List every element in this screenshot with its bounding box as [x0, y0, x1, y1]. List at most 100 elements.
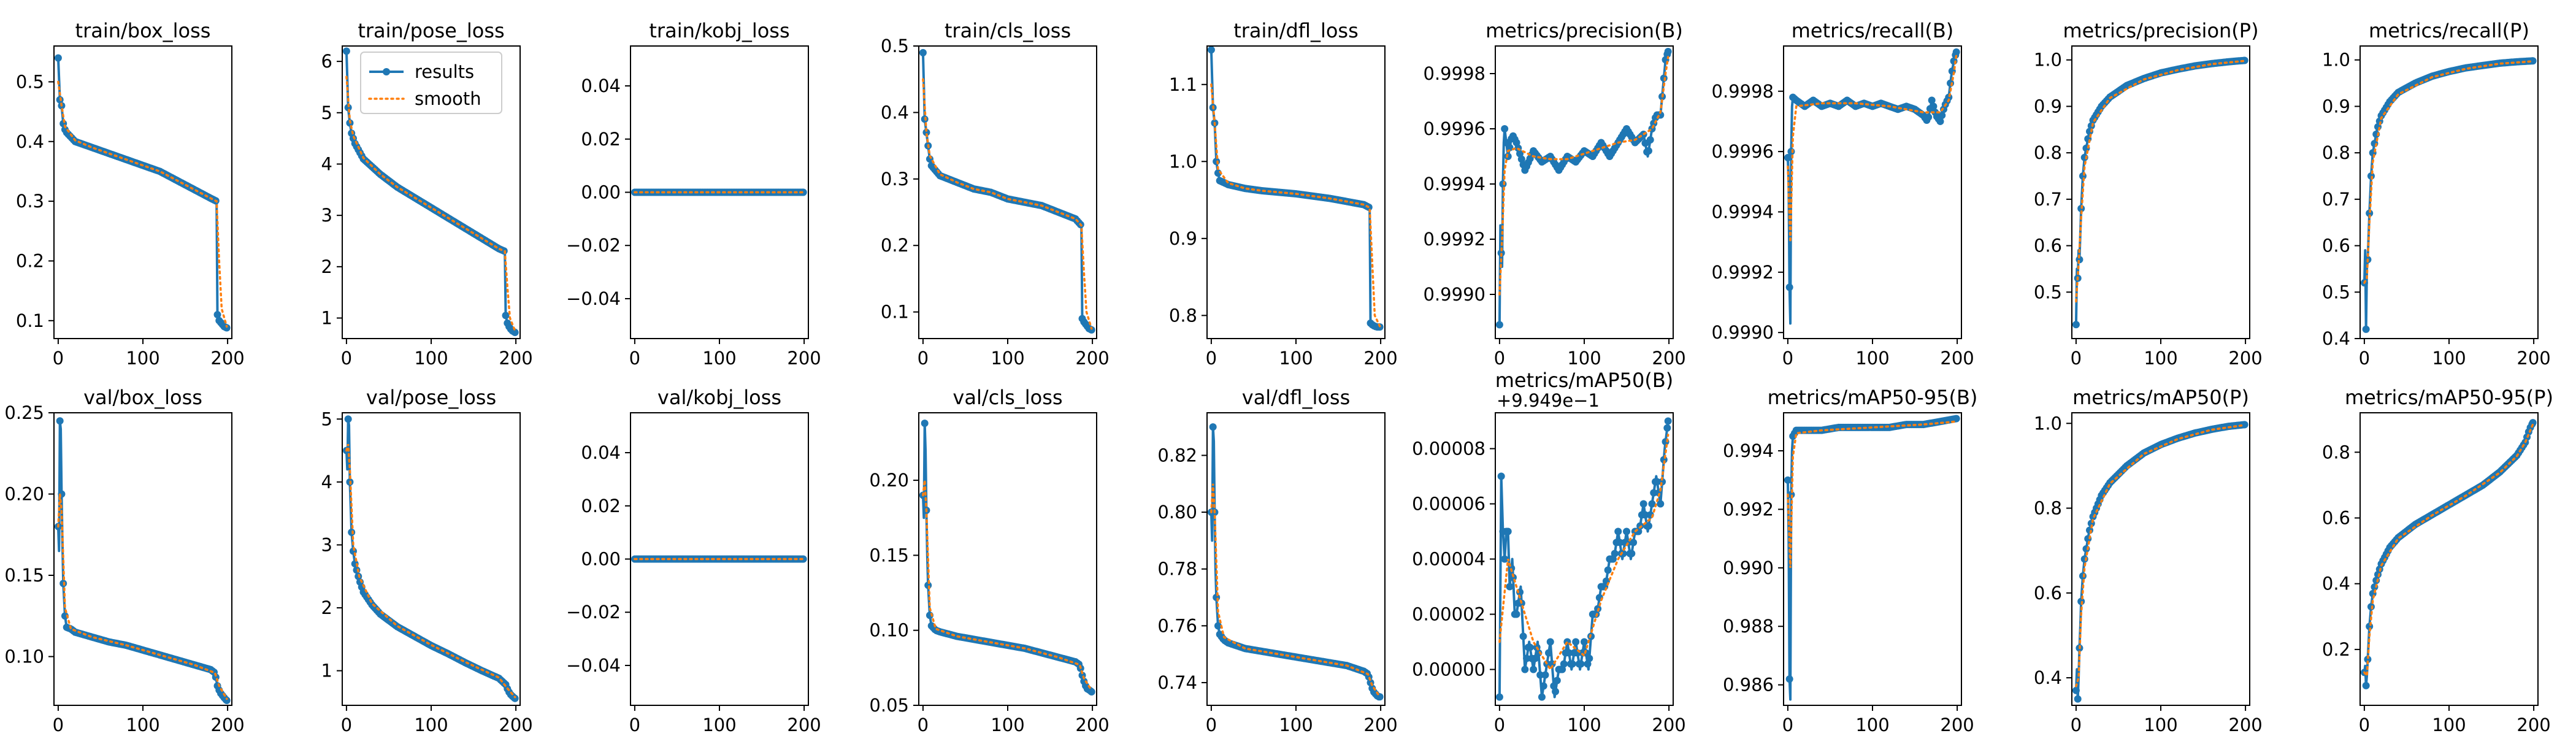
smooth-series-line [2075, 424, 2246, 688]
y-tick-label: 0.9 [1169, 228, 1197, 249]
x-tick-label: 200 [1363, 715, 1397, 735]
plot-area [342, 415, 519, 702]
smooth-series-line [1787, 54, 1958, 242]
legend-box [360, 52, 502, 114]
results-point [1572, 638, 1580, 646]
y-tick-label: 0.8 [2034, 498, 2062, 519]
x-tick-label: 100 [126, 715, 159, 735]
results-point [1660, 74, 1668, 82]
legend: results smooth [360, 52, 502, 114]
results-point [1545, 649, 1552, 657]
results-point [56, 417, 64, 425]
results-point [1928, 96, 1936, 104]
smooth-series-line [2363, 60, 2534, 284]
results-point [1538, 693, 1546, 701]
x-tick-label: 0 [1782, 715, 1793, 735]
axes-frame [342, 412, 521, 706]
y-tick-label: 0.994 [1723, 440, 1774, 461]
results-point [1519, 632, 1527, 640]
x-tick-label: 100 [414, 348, 448, 369]
x-tick-label: 200 [2517, 348, 2550, 369]
y-tick-label: 0.10 [869, 620, 909, 641]
results-point [1539, 682, 1547, 690]
results-point [1930, 102, 1938, 110]
x-tick-label: 100 [1855, 715, 1889, 735]
plot-area [919, 48, 1095, 334]
results-point [1925, 113, 1933, 121]
x-tick-label: 200 [499, 348, 532, 369]
y-tick-label: 1 [321, 308, 332, 329]
x-tick-label: 200 [1940, 348, 1974, 369]
y-tick-label: 0.20 [4, 484, 44, 505]
y-tick-label: 1.0 [2034, 50, 2062, 71]
y-tick-label: 0.7 [2034, 189, 2062, 210]
results-point [1552, 688, 1560, 696]
plot-area [1784, 48, 1960, 325]
results-point [1526, 643, 1534, 651]
results-point [1653, 478, 1661, 486]
panel-title: metrics/mAP50-95(P) [2345, 386, 2553, 409]
results-point [1787, 148, 1795, 156]
y-tick-label: 0.7 [2322, 189, 2350, 210]
y-tick-label: 1 [321, 661, 332, 681]
y-tick-label: 0.6 [2322, 508, 2350, 529]
results-point [1623, 527, 1631, 535]
y-tick-label: 0.3 [16, 191, 44, 212]
results-point [511, 328, 519, 336]
panel-metrics-map50-95-b: metrics/mAP50-95(B) 0 100 200 0.986 0.988 0.99… [1723, 386, 1977, 735]
x-tick-label: 100 [1567, 715, 1601, 735]
y-tick-label: 0.00004 [1412, 549, 1485, 570]
x-tick-label: 0 [1206, 348, 1217, 369]
smooth-series-line [57, 80, 228, 328]
plot-area [2360, 419, 2537, 689]
y-tick-label: 0.8 [1169, 305, 1197, 326]
panel-metrics-recall-b: metrics/recall(B) 0 100 200 0.9990 0.9992 0.99… [1712, 19, 1974, 369]
y-tick-label: 0.6 [2322, 236, 2350, 256]
axes-frame [1783, 45, 1962, 339]
plot-area [1784, 415, 1960, 701]
results-point [1558, 665, 1566, 673]
results-point [1541, 671, 1549, 679]
results-point [922, 128, 930, 136]
panel-title: train/cls_loss [945, 19, 1071, 42]
y-tick-label: 0.02 [581, 129, 621, 150]
y-tick-label: 0.9998 [1712, 81, 1774, 102]
y-tick-label: 0.5 [16, 71, 44, 92]
smooth-series-line [1210, 483, 1381, 698]
y-tick-label: −0.04 [566, 655, 621, 676]
y-tick-label: 0.4 [2322, 573, 2350, 594]
axes-frame [1783, 412, 1962, 706]
results-point [1784, 476, 1792, 484]
y-tick-label: 0.8 [2034, 142, 2062, 163]
x-tick-label: 0 [341, 715, 352, 735]
results-point [1657, 500, 1665, 508]
x-tick-label: 100 [1279, 715, 1313, 735]
smooth-series-line [1498, 434, 1669, 672]
y-tick-label: 3 [321, 205, 332, 226]
results-point [2076, 256, 2083, 264]
results-point [1581, 638, 1588, 646]
axes-frame [918, 45, 1097, 339]
results-point [2362, 325, 2370, 333]
y-tick-label: 1.0 [2034, 413, 2062, 434]
x-tick-label: 0 [2359, 715, 2370, 735]
x-tick-label: 100 [702, 348, 736, 369]
axes-frame [2359, 412, 2539, 706]
panel-val-pose-loss: val/pose_loss 0 100 200 1 2 3 4 5 [321, 386, 533, 735]
y-tick-label: 0.00 [581, 182, 621, 203]
smooth-series-line [345, 75, 516, 332]
x-tick-label: 200 [2228, 715, 2262, 735]
results-point [1523, 654, 1531, 662]
results-point [1530, 665, 1538, 673]
results-point [1639, 500, 1647, 508]
y-tick-label: 0.4 [2034, 667, 2062, 688]
x-tick-label: 200 [1363, 348, 1397, 369]
results-point [1644, 147, 1652, 155]
results-point [1560, 660, 1568, 668]
x-tick-label: 200 [210, 715, 244, 735]
plot-area [2072, 56, 2248, 329]
results-point [2366, 209, 2374, 217]
y-tick-label: 0.00002 [1412, 604, 1485, 625]
y-tick-label: 0.02 [581, 496, 621, 516]
axes-frame [53, 412, 232, 706]
